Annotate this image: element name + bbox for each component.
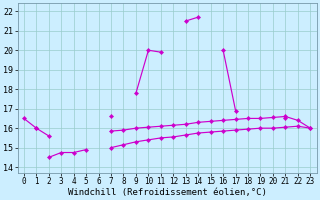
X-axis label: Windchill (Refroidissement éolien,°C): Windchill (Refroidissement éolien,°C): [68, 188, 267, 197]
